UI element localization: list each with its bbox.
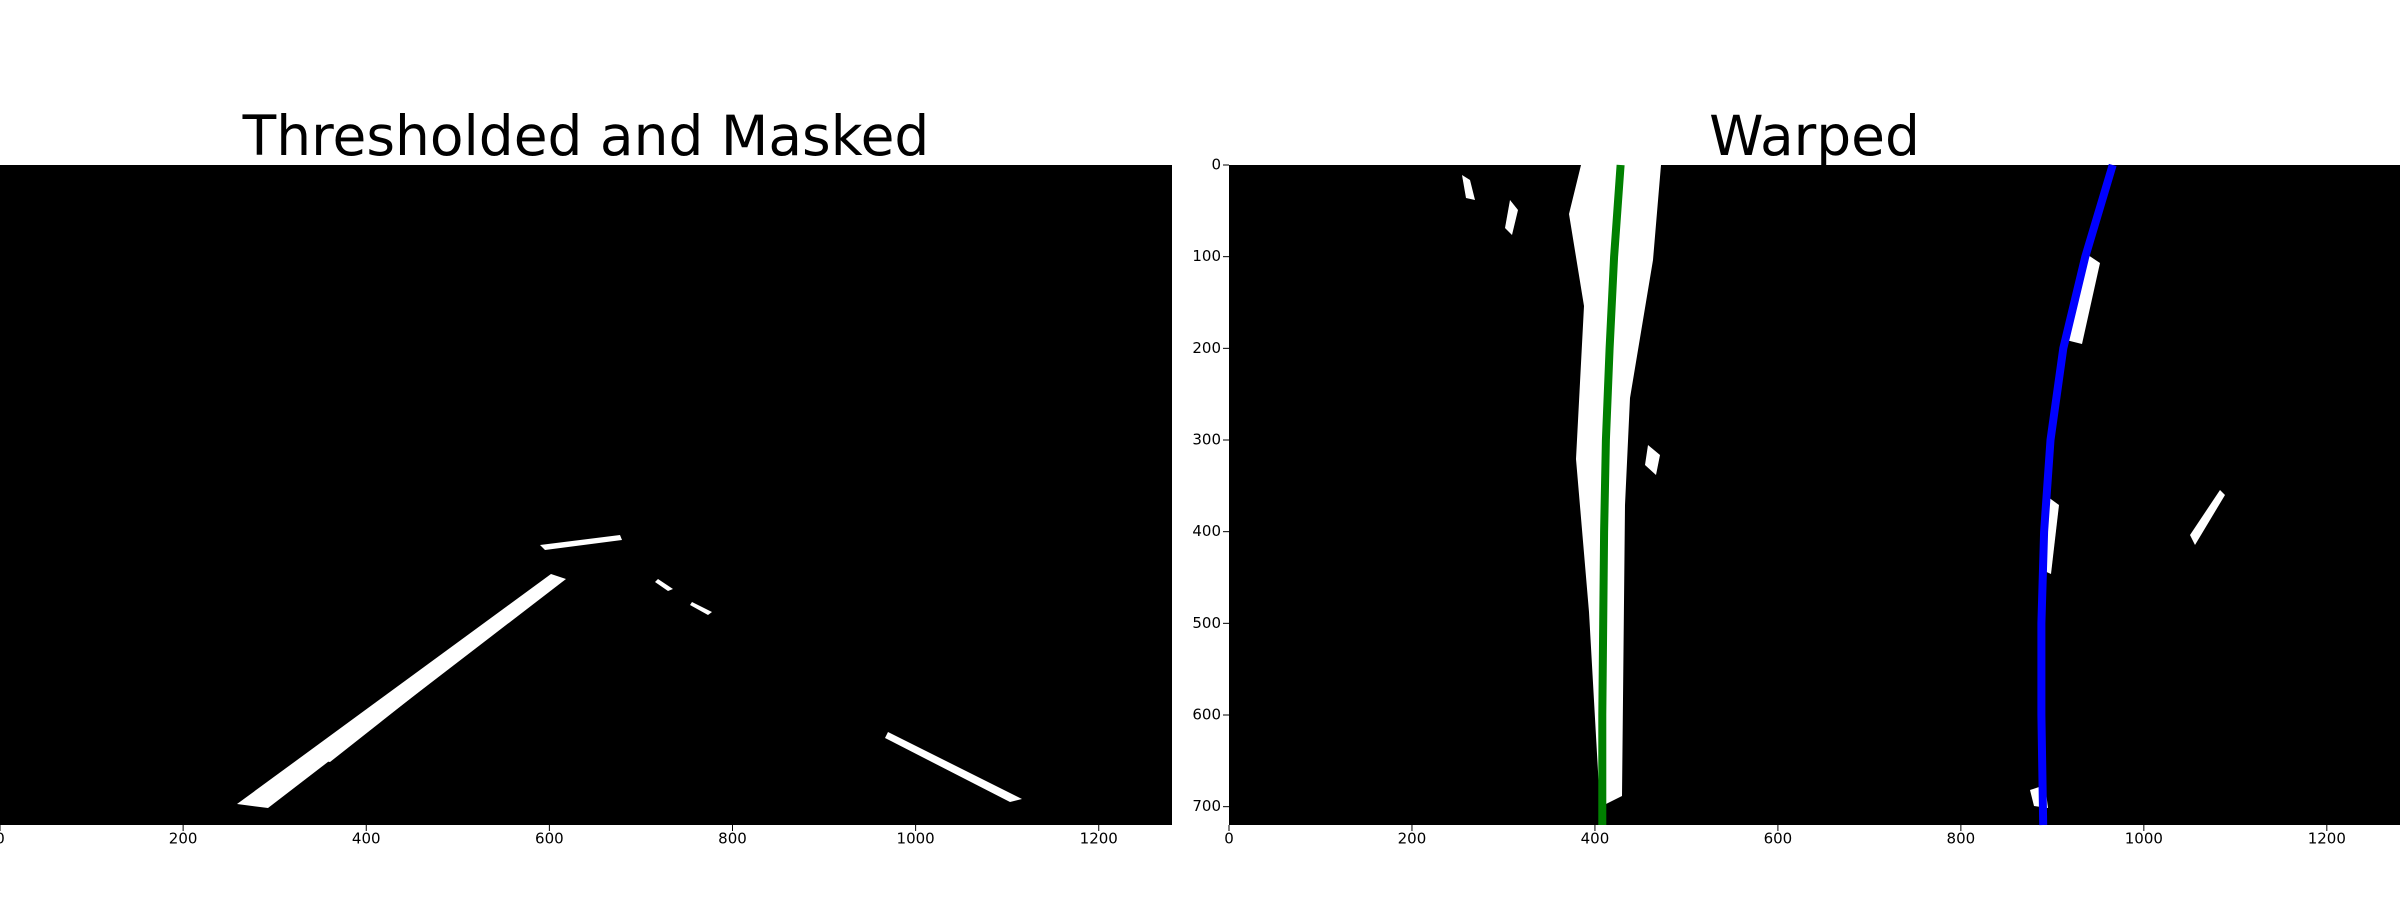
fit-curve — [2037, 163, 2117, 826]
x-tick-label: 1000 — [2125, 830, 2163, 848]
lane-pixels — [320, 610, 520, 762]
x-tick-label: 800 — [1947, 830, 1976, 848]
right-image-pixels — [1462, 165, 2225, 808]
x-tick-label: 1200 — [2308, 830, 2346, 848]
panel-title: Warped — [1709, 104, 1920, 168]
y-tick-label: 600 — [1192, 706, 1221, 724]
left-image — [0, 165, 1172, 825]
x-tick-label: 400 — [1581, 830, 1610, 848]
noise-pixels — [1645, 445, 1660, 475]
panel-title: Thresholded and Masked — [242, 104, 930, 168]
lane-pixels — [655, 579, 673, 591]
noise-pixels — [1505, 200, 1518, 235]
x-tick-label: 800 — [718, 830, 747, 848]
x-tick-label: 200 — [1398, 830, 1427, 848]
noise-pixels — [540, 535, 622, 550]
left-image-pixels — [237, 535, 1022, 808]
lane-pixels — [237, 574, 566, 808]
y-tick-label: 700 — [1192, 797, 1221, 815]
y-tick-label: 400 — [1192, 522, 1221, 540]
y-tick-label: 300 — [1192, 431, 1221, 449]
lane-pixels — [690, 602, 712, 615]
fit-curve — [1598, 164, 1625, 825]
x-tick-label: 400 — [352, 830, 381, 848]
lane-pixels — [2066, 253, 2100, 344]
x-tick-label: 0 — [1224, 830, 1234, 848]
y-tick-label: 200 — [1192, 339, 1221, 357]
y-tick-label: 500 — [1192, 614, 1221, 632]
right-image — [1229, 165, 2400, 825]
lane-pixels — [885, 732, 1022, 802]
noise-pixels — [1462, 175, 1475, 200]
x-tick-label: 600 — [1764, 830, 1793, 848]
x-tick-label: 1000 — [897, 830, 935, 848]
y-tick-label: 100 — [1192, 247, 1221, 265]
x-tick-label: 0 — [0, 830, 5, 848]
y-tick-label: 0 — [1211, 156, 1221, 174]
noise-pixels — [2190, 490, 2225, 545]
lane-pixels — [1569, 165, 1661, 807]
x-tick-label: 200 — [169, 830, 198, 848]
x-tick-label: 1200 — [1080, 830, 1118, 848]
x-tick-label: 600 — [535, 830, 564, 848]
